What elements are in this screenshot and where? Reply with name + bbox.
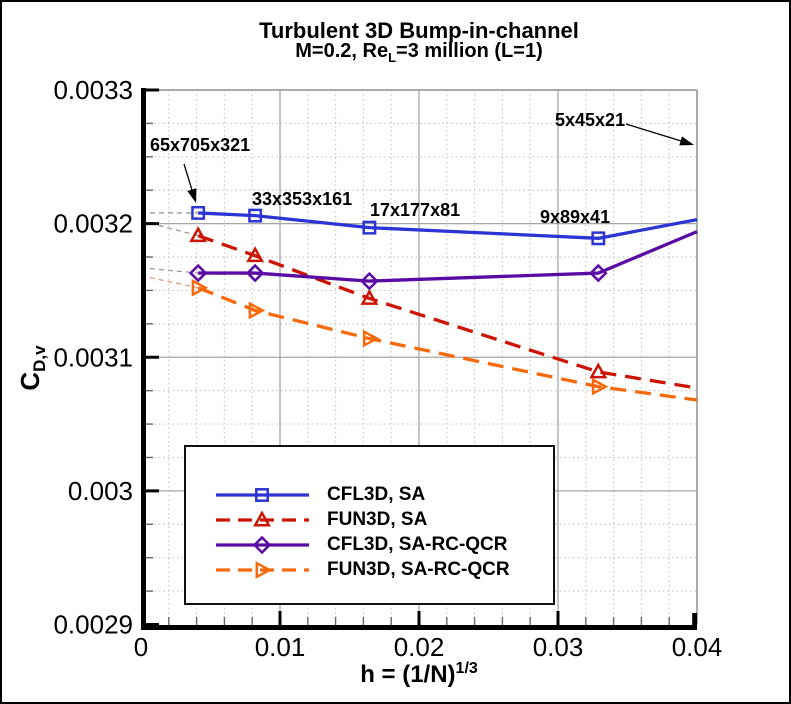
- x-tick-label: 0: [134, 632, 148, 662]
- annotation-text: 17x177x81: [370, 200, 460, 220]
- annotation-text: 9x89x41: [540, 207, 610, 227]
- legend-entry: FUN3D, SA-RC-QCR: [186, 557, 553, 582]
- title-block: Turbulent 3D Bump-in-channel M=0.2, ReL=…: [141, 20, 697, 68]
- series-marker-triangle-right: [191, 278, 209, 297]
- series-marker-square: [591, 231, 606, 246]
- annotation-arrow-shaft: [625, 123, 685, 143]
- y-tick-label: 0.0032: [53, 209, 133, 239]
- series-marker-triangle-up: [360, 288, 379, 305]
- legend-line-sample: [216, 509, 309, 526]
- legend-entry: CFL3D, SA: [186, 482, 553, 507]
- series-line: [197, 234, 698, 390]
- series-marker-triangle-up: [189, 226, 208, 243]
- legend-entry: FUN3D, SA: [186, 507, 553, 532]
- legend-line-sample: [216, 487, 309, 502]
- x-axis-label: h = (1/N)1/3: [141, 660, 697, 689]
- y-axis-label-subscript: D,v: [30, 345, 50, 372]
- annotation-arrowhead: [679, 136, 694, 146]
- series-line: [198, 211, 698, 240]
- series-marker-square: [255, 487, 269, 502]
- annotation-arrowhead: [187, 188, 197, 203]
- series-marker-triangle-up: [253, 509, 271, 526]
- y-axis-label: CD,v: [15, 313, 50, 423]
- legend-label: FUN3D, SA-RC-QCR: [327, 558, 510, 580]
- legend-label: CFL3D, SA-RC-QCR: [327, 533, 508, 555]
- series-line: [198, 230, 698, 283]
- legend-label: FUN3D, SA: [327, 508, 428, 530]
- y-tick-label: 0.0029: [53, 610, 133, 640]
- x-tick-label: 0.01: [255, 632, 306, 662]
- legend: CFL3D, SA FUN3D, SA CFL3D, SA-RC-QCR FUN…: [184, 445, 555, 605]
- series-marker-square: [191, 205, 206, 220]
- x-tick-label: 0.04: [672, 632, 723, 662]
- subtitle-post: =3 million (L=1): [396, 40, 543, 62]
- y-tick-label: 0.0031: [53, 342, 133, 372]
- series-line: [197, 286, 698, 402]
- series-marker-triangle-right: [362, 329, 380, 348]
- y-tick-label: 0.003: [68, 476, 133, 506]
- x-tick-label: 0.03: [533, 632, 584, 662]
- annotation-text: 5x45x21: [555, 110, 625, 130]
- series-marker-square: [362, 220, 377, 235]
- x-axis-label-superscript: 1/3: [455, 660, 478, 677]
- x-axis-label-base: h = (1/N): [360, 661, 456, 688]
- legend-entry: CFL3D, SA-RC-QCR: [186, 532, 553, 557]
- series-marker-diamond: [188, 263, 208, 283]
- extrapolation-line: [140, 275, 199, 289]
- annotation-text: 65x705x321: [150, 135, 250, 155]
- series-marker-triangle-right: [255, 560, 273, 579]
- series-marker-diamond: [245, 263, 265, 283]
- series-marker-diamond: [252, 535, 272, 554]
- series-marker-square: [248, 208, 263, 223]
- annotation-arrow-shaft: [183, 163, 194, 194]
- x-tick-label: 0.02: [394, 632, 445, 662]
- subtitle-subscript: L: [388, 50, 397, 65]
- chart-title: Turbulent 3D Bump-in-channel: [259, 18, 579, 43]
- subtitle-pre: M=0.2, Re: [295, 40, 389, 62]
- series-marker-triangle-up: [589, 362, 608, 379]
- extrapolation-line: [140, 267, 199, 274]
- series-marker-triangle-up: [246, 246, 265, 263]
- y-tick-label: 0.0033: [53, 75, 133, 105]
- legend-line-sample: [216, 560, 309, 579]
- annotation-text: 33x353x161: [252, 189, 352, 209]
- series-marker-triangle-right: [248, 301, 266, 320]
- chart-subtitle: M=0.2, ReL=3 million (L=1): [141, 41, 697, 68]
- series-marker-diamond: [589, 263, 608, 283]
- series-marker-diamond: [360, 271, 379, 291]
- series-marker-triangle-right: [591, 377, 609, 396]
- legend-label: CFL3D, SA: [327, 483, 426, 505]
- legend-line-sample: [216, 535, 309, 554]
- y-axis-label-base: C: [15, 371, 45, 391]
